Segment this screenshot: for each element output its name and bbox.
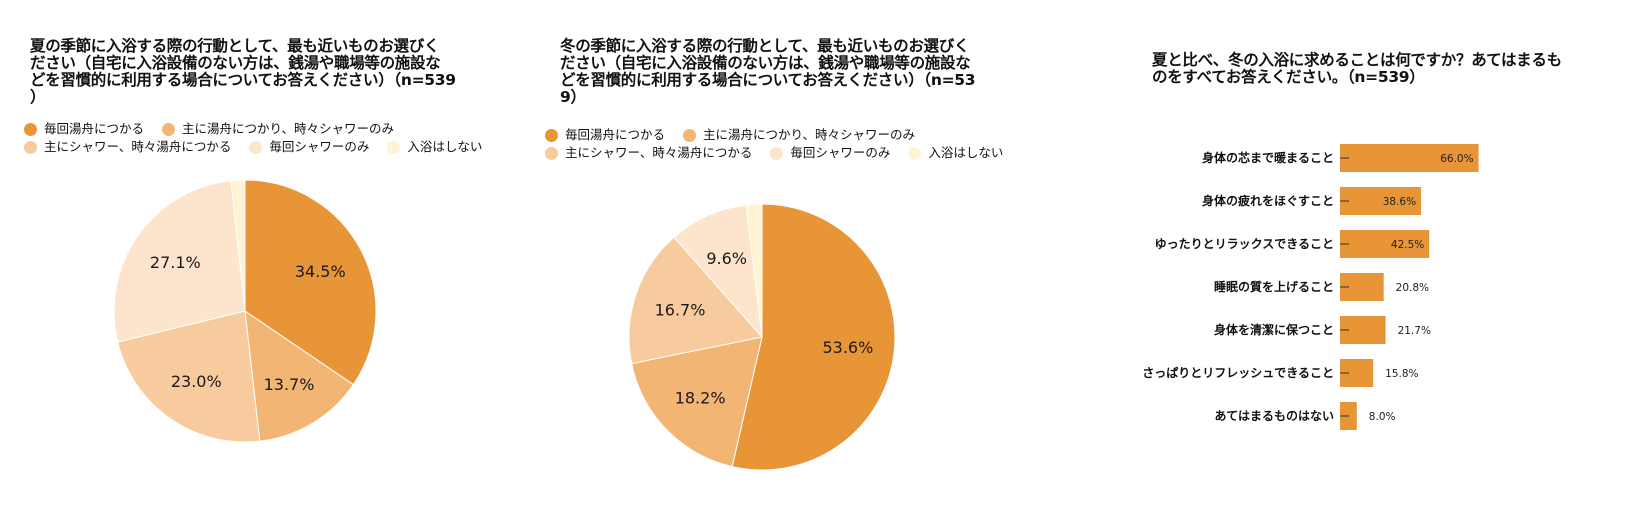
summer-chart-panel: 夏の季節に入浴する際の行動として、最も近いものお選びく ださい（自宅に入浴設備の…: [0, 0, 545, 528]
summer-pie-chart: 34.5% 13.7% 23.0% 27.1%: [113, 179, 377, 443]
legend-label: 主にシャワー、時々湯舟につかる: [565, 145, 753, 160]
winter-legend: 毎回湯舟につかる 主に湯舟につかり、時々シャワーのみ主にシャワー、時々湯舟につかる…: [545, 126, 1065, 162]
legend-swatch: [545, 128, 558, 142]
legend-label: 入浴はしない: [928, 145, 1004, 160]
bar-category-label: 身体を清潔に保つこと: [1214, 322, 1334, 337]
bar-category-label: さっぱりとリフレッシュできること: [1142, 365, 1334, 380]
legend-label: 毎回湯舟につかる: [44, 121, 145, 136]
pie-data-label: 27.1%: [150, 253, 201, 272]
pie-data-label: 23.0%: [171, 372, 222, 391]
bar-value-label: 8.0%: [1369, 411, 1396, 423]
legend-label: 主に湯舟につかり、時々シャワーのみ: [182, 121, 395, 136]
pie-data-label: 9.6%: [706, 249, 747, 268]
pie-slice: [631, 336, 763, 468]
bar-value-label: 21.7%: [1398, 325, 1431, 337]
pie-slice: [731, 203, 896, 471]
bar-value-label: 38.6%: [1383, 196, 1416, 208]
bar: [1340, 144, 1479, 172]
pie-slice: [673, 204, 763, 339]
legend-item: 毎回湯舟につかる: [24, 120, 144, 138]
bar-value-label: 42.5%: [1391, 239, 1424, 251]
summer-chart-title: 夏の季節に入浴する際の行動として、最も近いものお選びく ださい（自宅に入浴設備の…: [30, 37, 456, 106]
legend-swatch: [545, 146, 558, 160]
legend-swatch: [24, 122, 37, 136]
legend-swatch: [24, 140, 37, 154]
bar: [1340, 230, 1430, 258]
legend-swatch: [387, 140, 401, 154]
pie-slice: [628, 236, 763, 365]
legend-item: 毎回湯舟につかる: [545, 126, 665, 144]
pie-slice: [745, 203, 763, 338]
legend-label: 毎回シャワーのみ: [790, 145, 891, 160]
winter-pie-chart: 53.6% 18.2% 16.7% 9.6%: [628, 203, 896, 471]
summer-legend: 毎回湯舟につかる 主に湯舟につかり、時々シャワーのみ主にシャワー、時々湯舟につかる…: [24, 120, 524, 156]
legend-label: 主にシャワー、時々湯舟につかる: [44, 139, 232, 154]
pie-data-label: 53.6%: [822, 338, 873, 357]
winter-chart-title: 冬の季節に入浴する際の行動として、最も近いものお選びく ださい（自宅に入浴設備の…: [560, 37, 976, 106]
bar-category-label: 身体の芯まで暖まること: [1202, 150, 1334, 165]
pie-data-label: 18.2%: [675, 388, 726, 407]
legend-label: 毎回シャワーのみ: [269, 139, 370, 154]
winter-needs-chart-title: 夏と比べ、冬の入浴に求めることは何ですか？あてはまるも のをすべてお答えください…: [1152, 51, 1562, 86]
pie-slice: [117, 310, 261, 443]
bar-category-label: ゆったりとリラックスできること: [1155, 237, 1334, 251]
pie-slice: [113, 180, 246, 343]
bar-value-label: 66.0%: [1440, 153, 1473, 165]
legend-item: 主に湯舟につかり、時々シャワーのみ: [683, 126, 915, 144]
legend-item: 主にシャワー、時々湯舟につかる: [24, 138, 231, 156]
winter-needs-bar-chart: 身体の芯まで暖まること 66.0% 身体の疲れをほぐすこと 38.6% ゆったりとリラッ…: [1142, 144, 1479, 430]
winter-chart-panel: 冬の季節に入浴する際の行動として、最も近いものお選びく ださい（自宅に入浴設備の…: [545, 0, 1090, 528]
legend-item: 入浴はしない: [387, 138, 482, 156]
pie-slice: [244, 309, 355, 442]
legend-label: 入浴はしない: [407, 139, 483, 154]
bar: [1340, 187, 1422, 215]
bar-category-label: 身体の疲れをほぐすこと: [1202, 193, 1334, 208]
pie-data-label: 34.5%: [295, 262, 346, 281]
legend-item: 毎回シャワーのみ: [770, 144, 890, 162]
legend-item: 毎回シャワーのみ: [249, 138, 369, 156]
winter-needs-chart-panel: 夏と比べ、冬の入浴に求めることは何ですか？あてはまるも のをすべてお答えください…: [1090, 0, 1638, 528]
legend-label: 毎回湯舟につかる: [565, 127, 666, 142]
pie-slice: [244, 179, 377, 386]
pie-data-label: 13.7%: [264, 375, 315, 394]
legend-item: 入浴はしない: [908, 144, 1003, 162]
legend-swatch: [770, 146, 784, 160]
legend-swatch: [908, 146, 922, 160]
legend-label: 主に湯舟につかり、時々シャワーのみ: [703, 127, 916, 142]
bar-category-label: 睡眠の質を上げること: [1214, 279, 1334, 294]
legend-item: 主にシャワー、時々湯舟につかる: [545, 144, 752, 162]
legend-swatch: [162, 122, 176, 136]
pie-slice: [230, 179, 246, 312]
legend-swatch: [249, 140, 263, 154]
bar-value-label: 15.8%: [1385, 368, 1418, 380]
bar-category-label: あてはまるものはない: [1214, 409, 1334, 423]
pie-data-label: 16.7%: [655, 301, 706, 320]
legend-swatch: [683, 128, 697, 142]
bar-value-label: 20.8%: [1396, 282, 1429, 294]
legend-item: 主に湯舟につかり、時々シャワーのみ: [162, 120, 394, 138]
